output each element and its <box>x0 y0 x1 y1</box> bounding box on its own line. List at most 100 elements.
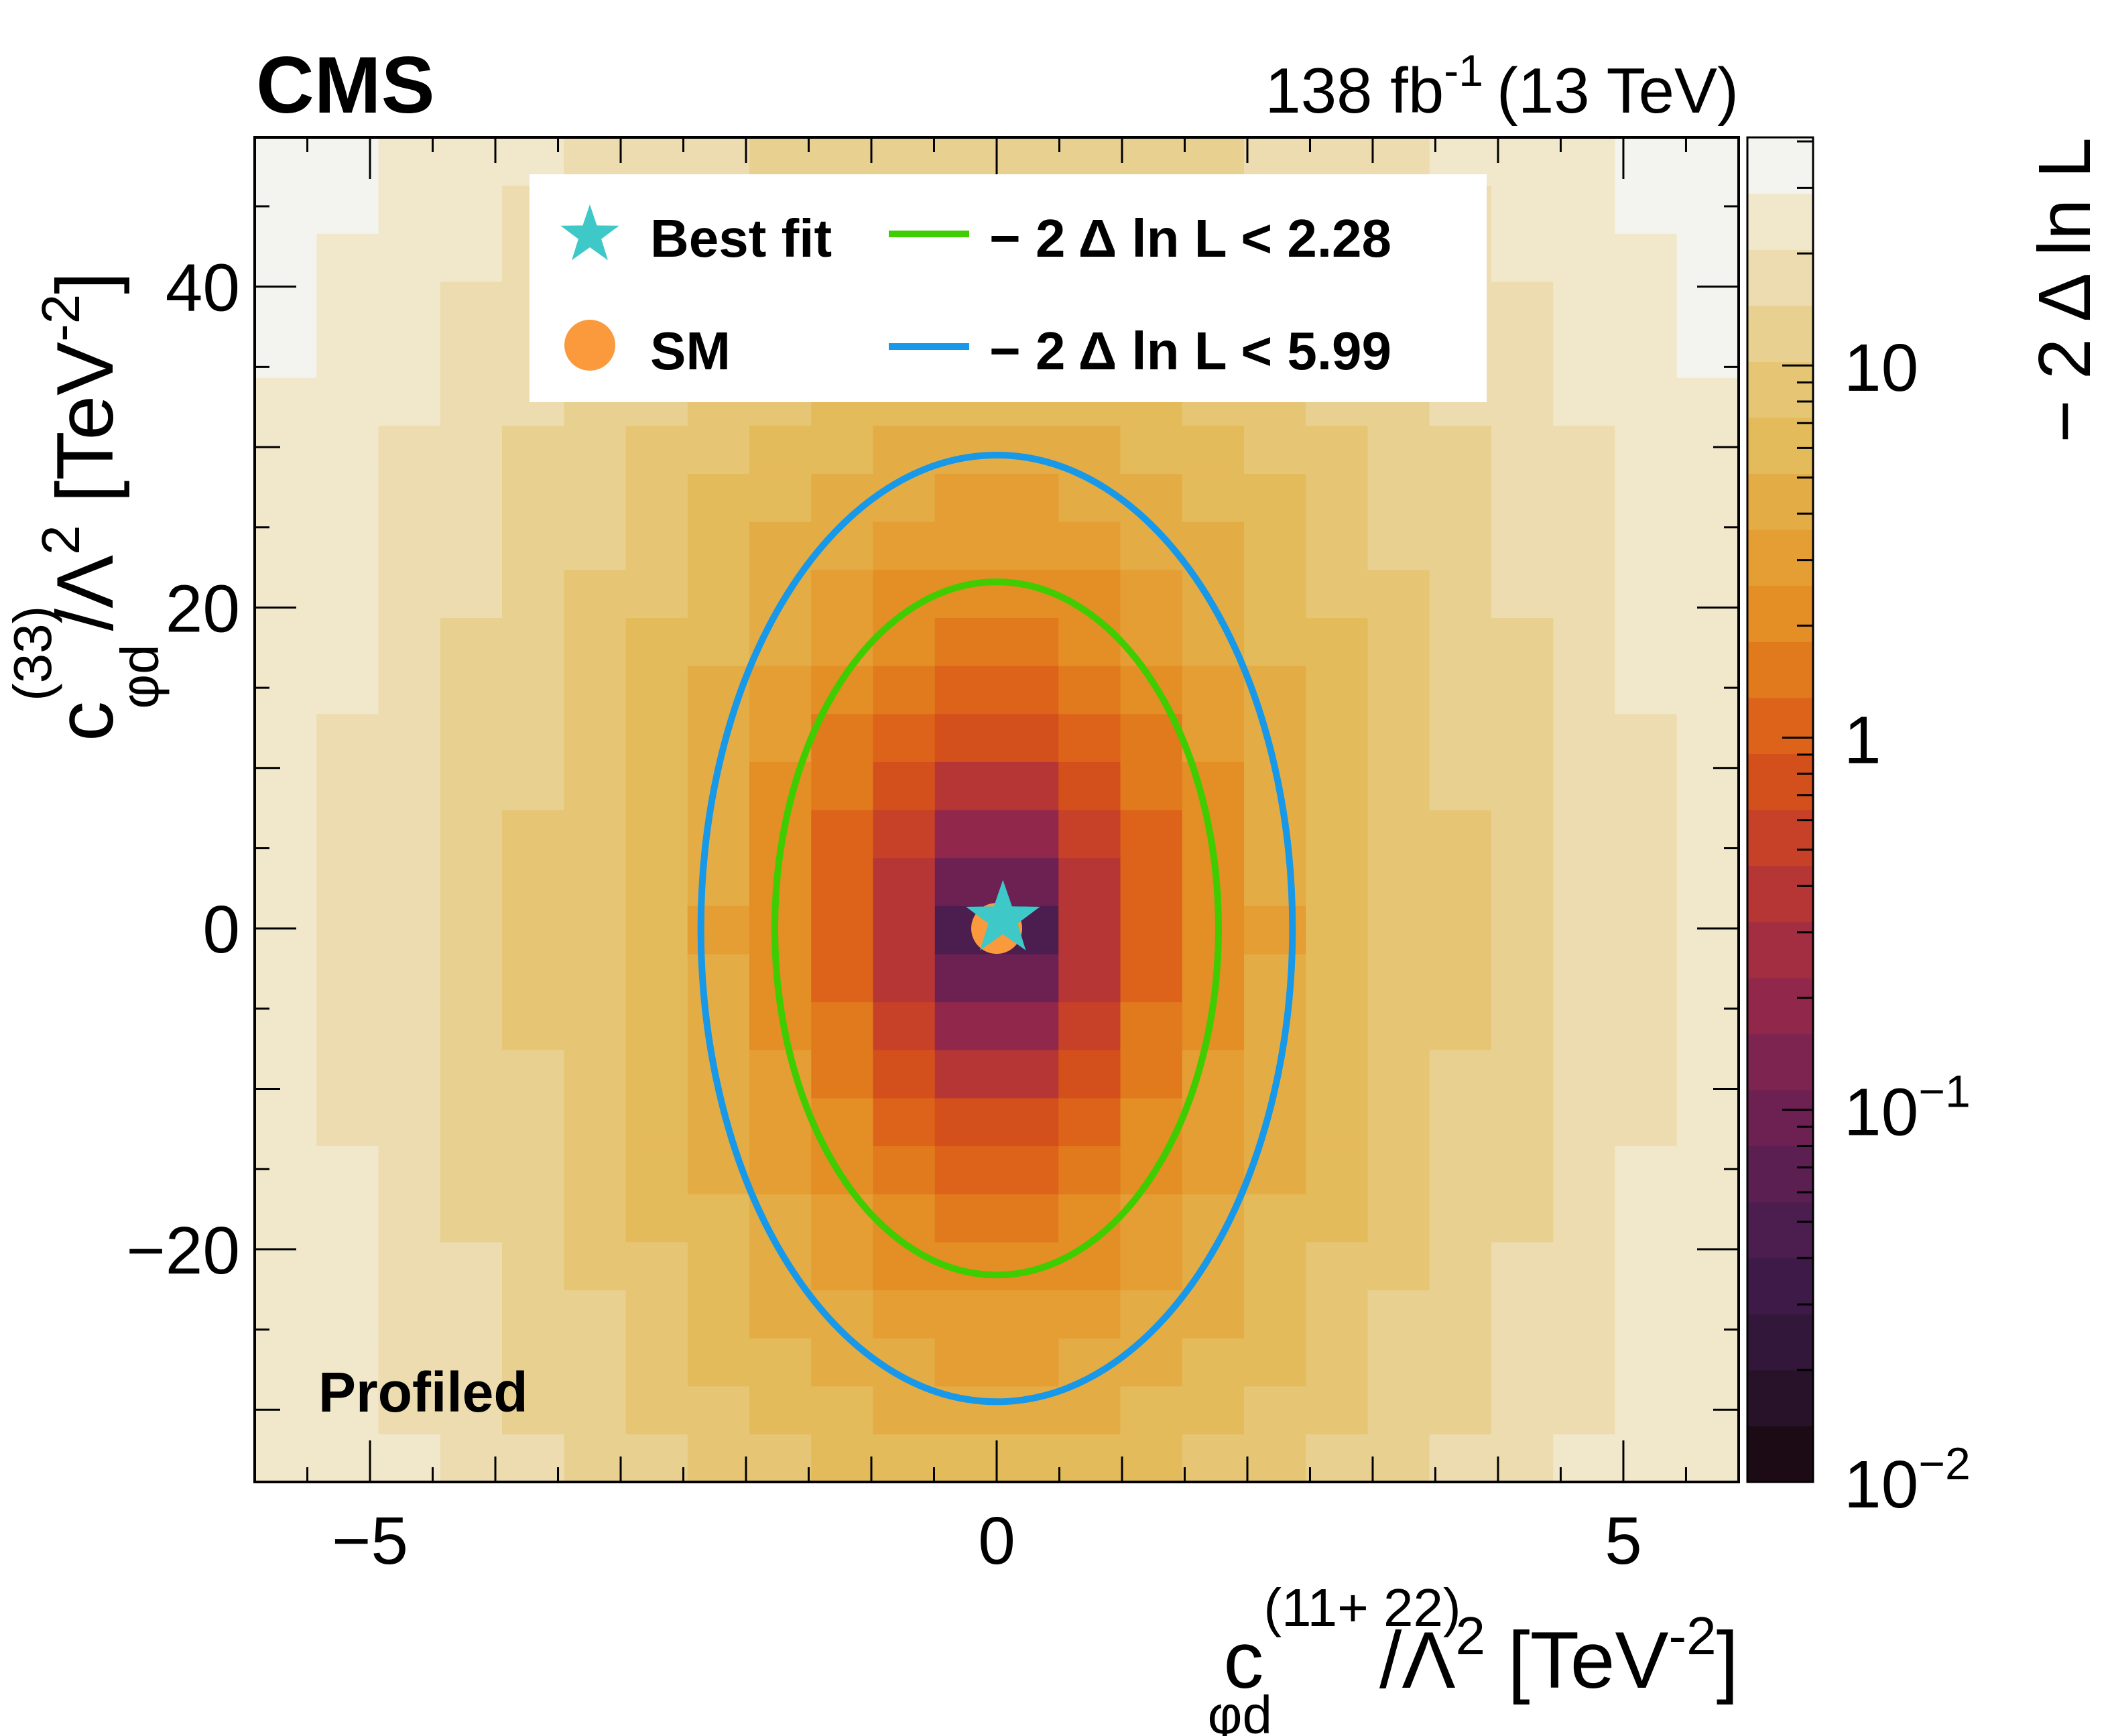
heatmap-cell <box>1058 953 1121 1003</box>
heatmap-cell <box>625 810 688 859</box>
heatmap-cell <box>749 713 812 762</box>
heatmap-cell <box>625 1385 688 1434</box>
heatmap-cell <box>1120 425 1183 475</box>
heatmap-cell <box>502 1338 564 1387</box>
heatmap-cell <box>1676 906 1739 954</box>
heatmap-cell <box>1615 1241 1678 1291</box>
heatmap-cell <box>811 1050 874 1099</box>
heatmap-cell <box>255 377 317 426</box>
y-tick-label: 40 <box>166 251 240 326</box>
legend-circle-icon <box>564 320 615 371</box>
heatmap-cell <box>687 810 750 859</box>
heatmap-cell <box>1429 857 1492 906</box>
heatmap-cell <box>1306 521 1369 570</box>
heatmap-cell <box>316 1050 379 1099</box>
heatmap-cell <box>440 1097 503 1147</box>
heatmap-cell <box>1491 1145 1554 1194</box>
heatmap-cell <box>502 521 564 570</box>
heatmap-cell <box>378 1241 441 1291</box>
heatmap-cell <box>749 1097 812 1147</box>
heatmap-cell <box>502 761 564 810</box>
heatmap-cell <box>1491 953 1554 1003</box>
heatmap-cell <box>440 761 503 810</box>
heatmap-cell <box>1615 281 1678 330</box>
legend: Best fit SM − 2 Δ ln L < 2.28 − 2 Δ ln L < … <box>530 174 1487 402</box>
heatmap-cell <box>440 1145 503 1194</box>
heatmap-cell <box>1367 906 1430 954</box>
heatmap-cell <box>1058 713 1121 762</box>
heatmap-cell <box>625 617 688 666</box>
y-axis-title-superscript: (33) <box>3 606 62 701</box>
heatmap-cell <box>1120 473 1183 522</box>
heatmap-cell <box>1615 857 1678 906</box>
heatmap-cell <box>564 1145 627 1194</box>
contour-group <box>697 451 1296 1406</box>
heatmap-cell <box>440 329 503 378</box>
heatmap-cell <box>502 810 564 859</box>
heatmap-cell <box>811 1241 874 1291</box>
heatmap-cell <box>1367 953 1430 1003</box>
heatmap-cell <box>1306 1434 1369 1482</box>
heatmap-cell <box>1244 953 1306 1003</box>
heatmap-cell <box>934 521 997 570</box>
heatmap-cell <box>1491 1241 1554 1291</box>
legend-label-contour-1: − 2 Δ ln L < 2.28 <box>989 208 1391 268</box>
heatmap-cell <box>1182 1385 1245 1434</box>
z-axis: 10−2 10−1 1 10 <box>1782 140 1971 1522</box>
heatmap-cell <box>1120 953 1183 1003</box>
palette-band <box>1747 922 1813 979</box>
heatmap-cell <box>502 1434 564 1482</box>
heatmap-cell <box>625 425 688 475</box>
heatmap-cell <box>316 906 379 954</box>
palette-band <box>1747 530 1813 586</box>
z-axis-title: − 2 Δ ln L <box>2024 137 2106 443</box>
heatmap-cell <box>1676 521 1739 570</box>
heatmap-cell <box>1058 1145 1121 1194</box>
heatmap-cell <box>1120 1050 1183 1099</box>
heatmap-cell <box>811 617 874 666</box>
heatmap-cell <box>1676 1338 1739 1387</box>
heatmap-cell <box>873 1241 936 1291</box>
heatmap-cell <box>625 1194 688 1243</box>
heatmap-cell <box>1491 906 1554 954</box>
heatmap-cell <box>502 857 564 906</box>
heatmap-cell <box>316 713 379 762</box>
heatmap-cell <box>1120 906 1183 954</box>
heatmap-cell <box>1491 137 1554 186</box>
palette-band <box>1747 1314 1813 1371</box>
luminosity-exponent: -1 <box>1444 46 1483 95</box>
heatmap-cell <box>1615 1001 1678 1050</box>
heatmap-cell <box>934 473 997 522</box>
heatmap-cell <box>1491 857 1554 906</box>
heatmap-cell <box>1491 185 1554 234</box>
palette-band <box>1747 810 1813 867</box>
heatmap-cell <box>687 473 750 522</box>
heatmap-cell <box>873 857 936 906</box>
heatmap-cell <box>1615 1385 1678 1434</box>
heatmap-cell <box>502 1290 564 1339</box>
heatmap-cell <box>934 617 997 666</box>
heatmap-cell <box>316 521 379 570</box>
y-tick-label: −20 <box>126 1213 240 1288</box>
heatmap-cell <box>1182 1097 1245 1147</box>
heatmap-cell <box>255 425 317 475</box>
heatmap-cell <box>1120 1338 1183 1387</box>
heatmap-cell <box>997 953 1059 1003</box>
heatmap-cell <box>1553 185 1616 234</box>
heatmap-cell <box>997 810 1059 859</box>
heatmap-cell <box>1553 233 1616 282</box>
heatmap-cell <box>1615 1050 1678 1099</box>
heatmap-cell <box>564 1194 627 1243</box>
x-axis: −5 0 5 <box>306 137 1687 1578</box>
heatmap-cell <box>1615 1338 1678 1387</box>
heatmap-cell <box>1306 1385 1369 1434</box>
heatmap-cell <box>1491 1434 1554 1482</box>
heatmap-cell <box>1058 906 1121 954</box>
heatmap-cell <box>1676 1290 1739 1339</box>
heatmap-cell <box>1058 1290 1121 1339</box>
heatmap-cell <box>440 617 503 666</box>
heatmap-cell <box>316 185 379 234</box>
heatmap-cell <box>1306 1241 1369 1291</box>
heatmap-cell <box>255 473 317 522</box>
heatmap-cell <box>502 425 564 475</box>
